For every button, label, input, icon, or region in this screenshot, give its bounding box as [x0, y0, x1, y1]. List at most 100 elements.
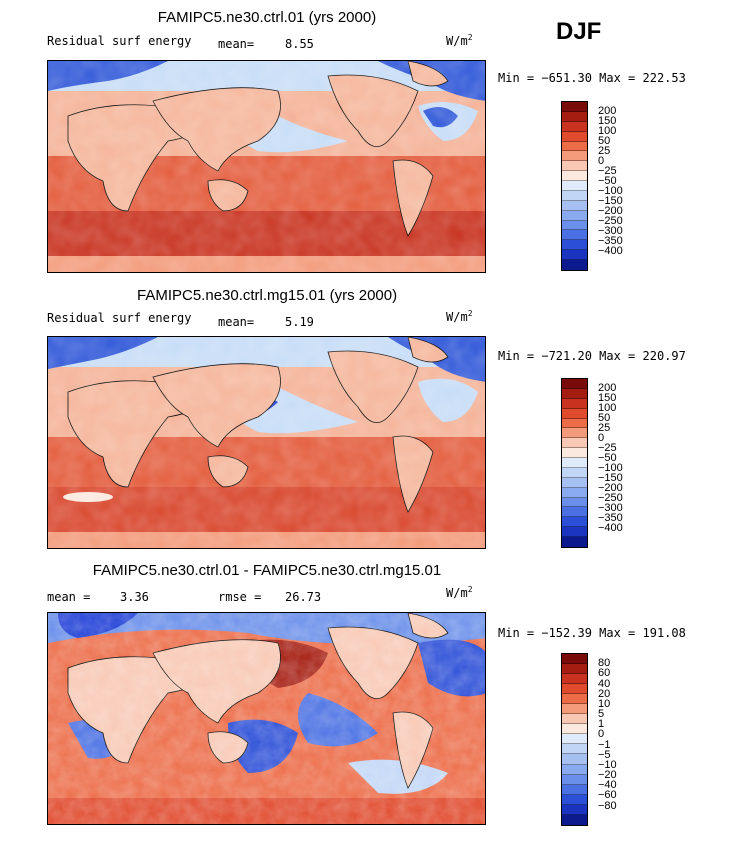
panel1-map [47, 60, 486, 273]
legend-swatch [562, 804, 587, 815]
legend-swatch [562, 181, 587, 191]
legend-swatch [562, 794, 587, 805]
legend-swatch [562, 171, 587, 181]
legend-label: −40 [598, 779, 617, 792]
panel2-units: W/m2 [446, 309, 473, 324]
legend-swatch [562, 684, 587, 695]
legend-label: 60 [598, 667, 611, 680]
legend-label: −100 [598, 462, 623, 474]
panel1-legend-labels: 200 150 100 50 25 0 −25 −50 −100 −150 −200 −250 −300… [598, 101, 658, 271]
legend-label: −50 [598, 452, 617, 464]
legend-swatch [562, 654, 587, 665]
panel3-map [47, 612, 486, 825]
legend-label: 50 [598, 412, 611, 424]
legend-swatch [562, 428, 587, 439]
legend-swatch [562, 744, 587, 755]
panel2-mean-value: 5.19 [285, 315, 314, 329]
legend-label: −80 [598, 799, 617, 812]
legend-swatch [562, 487, 587, 498]
legend-label: −20 [598, 769, 617, 782]
panel1-title: FAMIPC5.ne30.ctrl.01 (yrs 2000) [157, 9, 377, 26]
legend-label: −25 [598, 165, 617, 177]
legend-label: 150 [598, 392, 617, 404]
legend-label: 0 [598, 432, 605, 444]
season-label: DJF [556, 18, 602, 45]
legend-label: −300 [598, 225, 623, 237]
legend-label: 25 [598, 422, 611, 434]
panel2-variable: Residual surf energy [47, 311, 192, 325]
panel1-units: W/m2 [446, 33, 473, 48]
legend-swatch [562, 764, 587, 775]
panel3-legend-labels: 80 60 40 20 10 5 1 0 −1 −5 −10 −20 −40 −60 −80 [598, 653, 658, 826]
legend-swatch [562, 260, 587, 270]
panel1-minmax: Min = −651.30 Max = 222.53 [498, 71, 686, 85]
panel1-mean-label: mean= [218, 37, 255, 51]
panel3-minmax: Min = −152.39 Max = 191.08 [498, 626, 686, 640]
legend-label: −350 [598, 235, 623, 247]
legend-label: −200 [598, 205, 623, 217]
panel3-mean-label: mean = [47, 590, 91, 604]
legend-swatch [562, 448, 587, 458]
legend-swatch [562, 141, 587, 152]
legend-label: −25 [598, 442, 617, 454]
legend-swatch [562, 517, 587, 528]
panel2-map [47, 336, 486, 549]
legend-swatch [562, 190, 587, 201]
legend-label: 100 [598, 402, 617, 414]
legend-label: 100 [598, 125, 617, 137]
panel2-map-svg [48, 337, 485, 548]
panel3-title: FAMIPC5.ne30.ctrl.01 - FAMIPC5.ne30.ctrl… [92, 562, 442, 579]
legend-swatch [562, 250, 587, 260]
legend-swatch [562, 418, 587, 429]
legend-label: −400 [598, 522, 623, 534]
panel3-mean-value: 3.36 [120, 590, 149, 604]
legend-swatch [562, 379, 587, 389]
legend-swatch [562, 507, 587, 518]
legend-label: 40 [598, 677, 611, 690]
panel2-legend-bar [561, 378, 588, 548]
legend-label: −10 [598, 758, 617, 771]
legend-swatch [562, 131, 587, 142]
panel2-title: FAMIPC5.ne30.ctrl.mg15.01 (yrs 2000) [137, 287, 398, 304]
legend-swatch [562, 200, 587, 211]
legend-swatch [562, 694, 587, 705]
legend-label: 10 [598, 697, 611, 710]
legend-label: 50 [598, 135, 611, 147]
legend-label: −150 [598, 195, 623, 207]
legend-label: 0 [598, 155, 605, 167]
legend-swatch [562, 704, 587, 715]
legend-label: 1 [598, 718, 605, 731]
panel3-legend-bar [561, 653, 588, 826]
legend-label: −300 [598, 502, 623, 514]
legend-label: 0 [598, 728, 605, 741]
legend-swatch [562, 754, 587, 765]
legend-swatch [562, 497, 587, 508]
legend-swatch [562, 111, 587, 122]
legend-swatch [562, 240, 587, 251]
legend-swatch [562, 151, 587, 162]
legend-swatch [562, 537, 587, 547]
panel2-mean-label: mean= [218, 315, 255, 329]
legend-swatch [562, 674, 587, 685]
legend-label: −250 [598, 215, 623, 227]
legend-swatch [562, 161, 587, 172]
legend-swatch [562, 458, 587, 468]
panel2-minmax: Min = −721.20 Max = 220.97 [498, 349, 686, 363]
legend-label: 20 [598, 687, 611, 700]
panel3-units: W/m2 [446, 585, 473, 600]
legend-label: 150 [598, 115, 617, 127]
panel3-rmse-label: rmse = [218, 590, 262, 604]
legend-label: −5 [598, 748, 611, 761]
legend-label: 25 [598, 145, 611, 157]
legend-swatch [562, 121, 587, 132]
legend-label: −100 [598, 185, 623, 197]
panel2-legend-labels: 200 150 100 50 25 0 −25 −50 −100 −150 −200 −250 −300… [598, 378, 658, 548]
panel1-legend-bar [561, 101, 588, 271]
legend-swatch [562, 477, 587, 488]
legend-label: 200 [598, 382, 617, 394]
legend-swatch [562, 388, 587, 399]
legend-label: −350 [598, 512, 623, 524]
legend-swatch [562, 467, 587, 478]
legend-label: −400 [598, 245, 623, 257]
legend-swatch [562, 220, 587, 231]
